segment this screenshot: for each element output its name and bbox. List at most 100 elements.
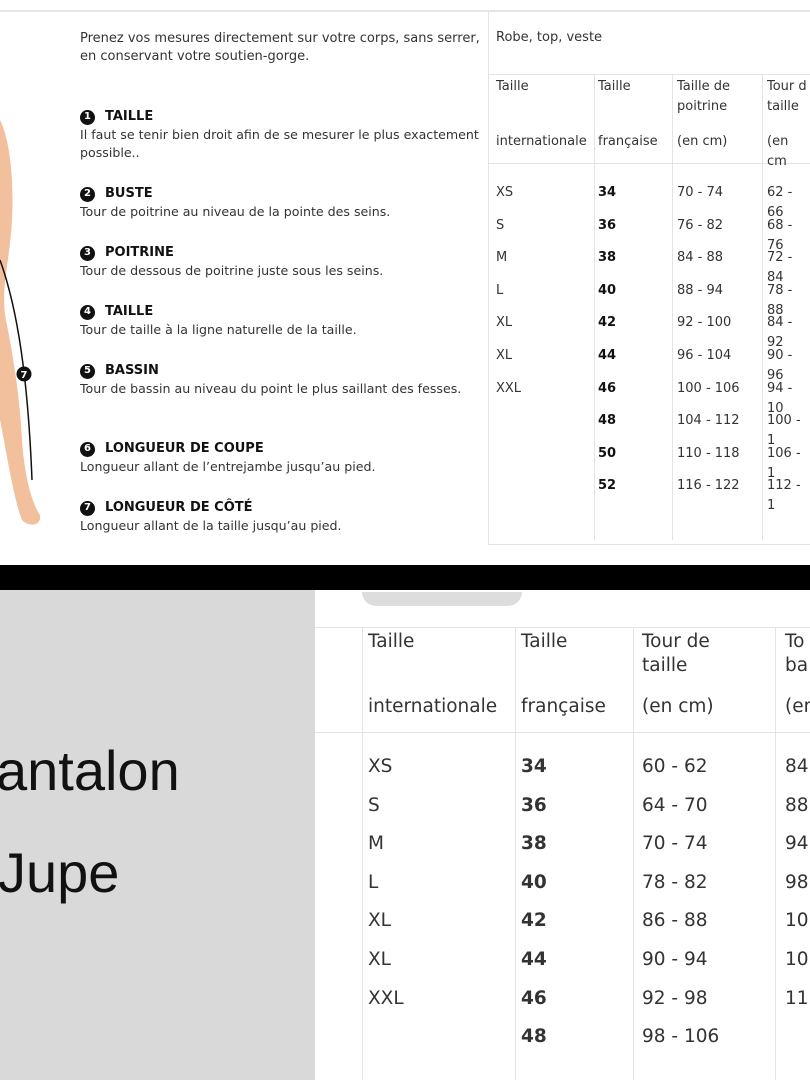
measure-desc: Tour de taille à la ligne naturelle de l… [80,322,357,337]
header-label: taille [642,655,688,676]
table-cell: 78 - 88 [767,282,793,318]
tab-shape [362,592,522,606]
measure-heading: 4 TAILLE [80,303,480,321]
row-divider [488,163,810,164]
table-cell: 92 - 100 [677,315,732,331]
measure-title: TAILLE [105,304,154,319]
header-label: Taille [598,79,631,94]
table-cell: 86 - 88 [642,910,708,932]
measure-heading: 5 BASSIN [80,362,480,380]
measure-title: POITRINE [105,245,174,260]
table-cell: 36 [521,794,547,816]
header-label: Tour d [767,79,807,94]
table-cell: 50 [598,445,617,461]
table-cell: 46 [598,380,617,396]
measure-item: 2 BUSTE Tour de poitrine au niveau de la p… [80,185,480,221]
table-cell: XS [496,185,514,200]
number-5-icon: 5 [80,363,95,379]
table-cell: 106 - 1 [767,445,801,481]
number-6-icon: 6 [80,441,95,457]
size-table-top [488,10,810,545]
table-cell: XL [496,315,513,331]
table-cell: 38 [521,833,547,855]
table-cell: 98 [785,871,809,893]
top-divider [0,10,810,12]
measure-item: 6 LONGUEUR DE COUPE Longueur allant de l’e… [80,440,480,476]
table-cell: 48 [521,1026,547,1048]
table-cell: S [368,794,380,816]
table-cell: 90 - 94 [642,949,708,970]
header-label: Taille de [677,79,730,94]
table-caption: Robe, top, veste [496,30,603,45]
table-cell: 11 [785,987,809,1009]
header-unit: (en cm [767,134,789,169]
table-cell: 62 - 66 [767,185,793,220]
column-divider [362,627,363,1080]
measure-item: 7 LONGUEUR DE CÔTÉ Longueur allant de la t… [80,499,480,535]
table-cell: XL [496,348,513,363]
table-cell: 46 [521,987,547,1009]
table-cell: 70 - 74 [677,185,724,200]
table-cell: 104 - 112 [677,413,740,429]
table-cell: 42 [521,910,547,932]
measure-heading: 2 BUSTE [80,185,480,203]
table-cell: 42 [598,315,617,331]
table-cell: 100 - 106 [677,380,740,396]
table-cell: 84 [785,756,809,777]
measure-heading: 7 LONGUEUR DE CÔTÉ [80,499,480,517]
measure-desc: Il faut se tenir bien droit afin de se m… [80,127,479,160]
header-unit: française [598,134,658,149]
table-cell: XXL [496,380,522,396]
table-cell: 88 - 94 [677,282,724,298]
measure-title: BUSTE [105,186,153,201]
table-cell: 44 [598,348,617,363]
measure-item: 4 TAILLE Tour de taille à la ligne naturel… [80,303,480,339]
table-cell: XXL [368,987,404,1009]
table-cell: 98 - 106 [642,1026,720,1048]
measure-desc: Tour de bassin au niveau du point le plu… [80,381,462,396]
table-cell: 78 - 82 [642,871,708,893]
table-cell: 64 - 70 [642,794,708,816]
table-cell: 10 [785,910,809,932]
column-divider [762,74,763,540]
header-label: taille [767,99,799,114]
table-cell: 100 - 1 [767,413,801,449]
header-unit: internationale [496,134,587,149]
table-cell: 34 [521,756,547,777]
header-unit: française [521,696,606,717]
table-cell: S [496,217,505,233]
measure-heading: 1 TAILLE [80,108,480,126]
marker-7-icon [16,366,32,382]
body-figure-illustration: 7 [0,120,41,525]
table-cell: 34 [598,185,617,200]
measure-desc: Longueur allant de l’entrejambe jusqu’au… [80,459,376,474]
table-cell: 84 - 92 [767,315,793,351]
black-divider-bar [0,565,810,590]
header-unit: (er [785,696,810,717]
table-cell: 36 [598,217,617,233]
measure-heading: 6 LONGUEUR DE COUPE [80,440,480,458]
table-cell: 44 [521,949,547,970]
measure-title: BASSIN [105,363,159,378]
column-divider [672,74,673,540]
table-cell: 40 [521,871,547,893]
table-cell: 10 [785,949,809,970]
measure-item: 5 BASSIN Tour de bassin au niveau du point… [80,362,480,398]
table-cell: M [368,833,384,855]
table-cell: 94 - 10 [767,380,793,416]
table-cell: XL [368,949,391,970]
measure-heading: 3 POITRINE [80,244,480,262]
measure-desc: Longueur allant de la taille jusqu’au pi… [80,518,342,533]
table-cell: 88 [785,794,809,816]
number-1-icon: 1 [80,109,95,125]
table-cell: 60 - 62 [642,756,708,777]
measure-title: TAILLE [105,109,154,124]
column-divider [594,74,595,540]
measure-desc: Tour de dessous de poitrine juste sous l… [80,263,384,278]
number-7-icon: 7 [80,500,95,516]
side-label-panel: antalon Jupe [0,590,315,1080]
row-divider [315,732,810,733]
header-label: ba [785,655,809,676]
table-cell: 68 - 76 [767,217,793,253]
row-divider [315,627,810,628]
